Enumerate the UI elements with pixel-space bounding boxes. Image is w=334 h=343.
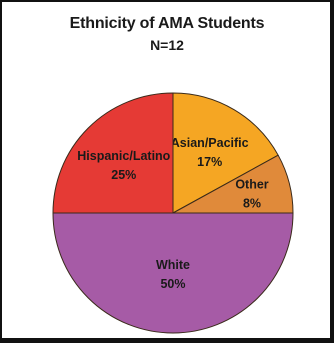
pie-slice-white xyxy=(52,212,294,334)
slice-label-hispanic-latino: Hispanic/Latino xyxy=(77,149,170,163)
slice-value-white: 50% xyxy=(160,277,185,291)
slice-value-hispanic-latino: 25% xyxy=(111,168,136,182)
slice-value-other: 8% xyxy=(243,197,261,211)
slice-label-white: White xyxy=(156,258,190,272)
pie-slice-asian-pacific xyxy=(172,92,279,214)
slice-label-other: Other xyxy=(235,178,268,192)
chart-subtitle: N=12 xyxy=(150,37,184,53)
slice-value-asian-pacific: 17% xyxy=(197,155,222,169)
pie-slice-hispanic-latino xyxy=(52,92,174,214)
slice-label-asian-pacific: Asian/Pacific xyxy=(171,136,249,150)
chart-title: Ethnicity of AMA Students xyxy=(69,15,265,32)
